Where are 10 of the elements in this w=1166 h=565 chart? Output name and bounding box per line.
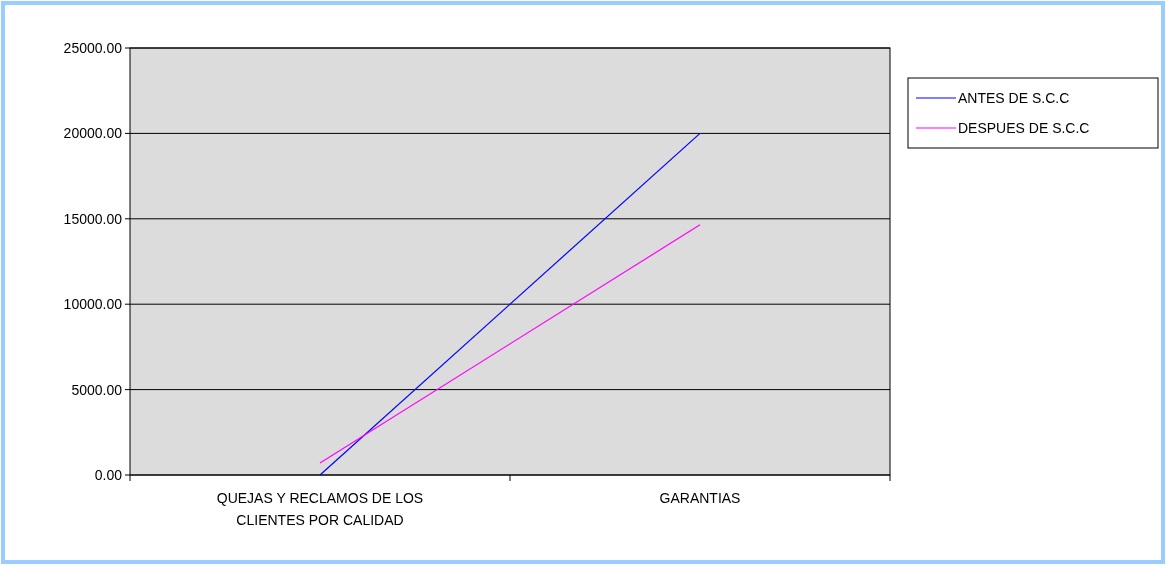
x-tick-label: QUEJAS Y RECLAMOS DE LOS CLIENTES POR CALIDAD — [216, 490, 424, 528]
y-tick-label: 0.00 — [94, 466, 123, 483]
y-tick-label: 25000.00 — [63, 39, 123, 56]
y-tick-label: 5000.00 — [71, 381, 123, 398]
x-tick-label: GARANTIAS — [659, 490, 741, 506]
y-tick-label: 10000.00 — [63, 296, 123, 313]
legend-label: DESPUES DE S.C.C — [958, 119, 1090, 136]
y-tick-label: 20000.00 — [63, 125, 123, 142]
y-tick-label: 15000.00 — [63, 210, 123, 227]
legend-label: ANTES DE S.C.C — [958, 89, 1070, 106]
